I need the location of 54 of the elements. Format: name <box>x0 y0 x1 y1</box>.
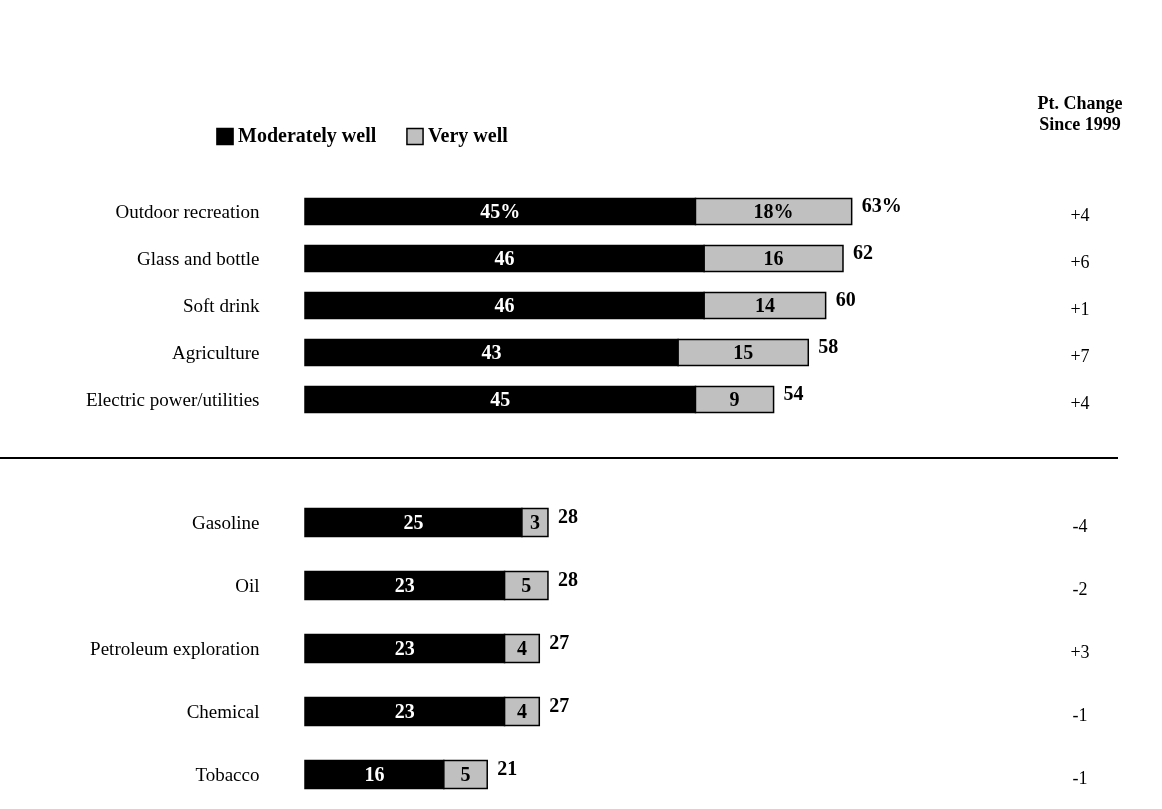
data-label: 23 <box>394 636 415 659</box>
text: -1 <box>1072 704 1088 725</box>
text: -1 <box>1072 767 1088 788</box>
data-label: 3 <box>529 510 540 533</box>
data-label: 14 <box>754 293 775 316</box>
total-label: 58 <box>818 334 839 357</box>
total-label: 63% <box>861 193 902 216</box>
data-label: 16 <box>364 762 385 785</box>
text: +7 <box>1070 345 1090 366</box>
y-tick-label: Glass and bottle <box>137 247 260 269</box>
data-label: 5 <box>460 762 471 785</box>
y-tick-label: Soft drink <box>182 294 260 316</box>
total-label: 21 <box>497 756 518 779</box>
text: Pt. Change <box>1037 93 1123 113</box>
data-label: 46 <box>494 293 515 316</box>
data-label: 4 <box>516 636 527 659</box>
data-label: 45% <box>480 199 521 222</box>
total-label: 28 <box>557 567 578 590</box>
total-label: 62 <box>852 240 873 263</box>
data-label: 46 <box>494 246 515 269</box>
data-label: 18% <box>753 199 794 222</box>
data-label: 9 <box>729 387 740 410</box>
y-tick-label: Electric power/utilities <box>85 388 260 410</box>
text: -2 <box>1072 578 1088 599</box>
text: +3 <box>1070 641 1090 662</box>
y-tick-label: Chemical <box>186 700 260 722</box>
data-label: 16 <box>763 246 784 269</box>
y-tick-label: Agriculture <box>171 341 260 363</box>
text: -4 <box>1072 515 1088 536</box>
y-tick-label: Outdoor recreation <box>115 200 260 222</box>
data-label: 25 <box>403 510 424 533</box>
text: Since 1999 <box>1039 114 1121 134</box>
text: +4 <box>1070 204 1090 225</box>
data-label: 23 <box>394 699 415 722</box>
text: +4 <box>1070 392 1090 413</box>
y-tick-label: Petroleum exploration <box>90 637 260 659</box>
total-label: 54 <box>783 381 804 404</box>
legend-label: Very well <box>428 124 509 148</box>
y-tick-label: Tobacco <box>195 763 260 785</box>
legend-label: Moderately well <box>238 124 377 148</box>
total-label: 27 <box>549 693 570 716</box>
text: +1 <box>1070 298 1090 319</box>
data-label: 43 <box>481 340 502 363</box>
data-label: 5 <box>521 573 532 596</box>
data-label: 45 <box>490 387 511 410</box>
y-tick-label: Oil <box>235 574 260 596</box>
data-label: 15 <box>733 340 754 363</box>
data-label: 4 <box>516 699 527 722</box>
data-label: 23 <box>394 573 415 596</box>
total-label: 28 <box>557 504 578 527</box>
y-tick-label: Gasoline <box>191 511 260 533</box>
total-label: 27 <box>549 630 570 653</box>
total-label: 60 <box>835 287 856 310</box>
text: +6 <box>1070 251 1090 272</box>
